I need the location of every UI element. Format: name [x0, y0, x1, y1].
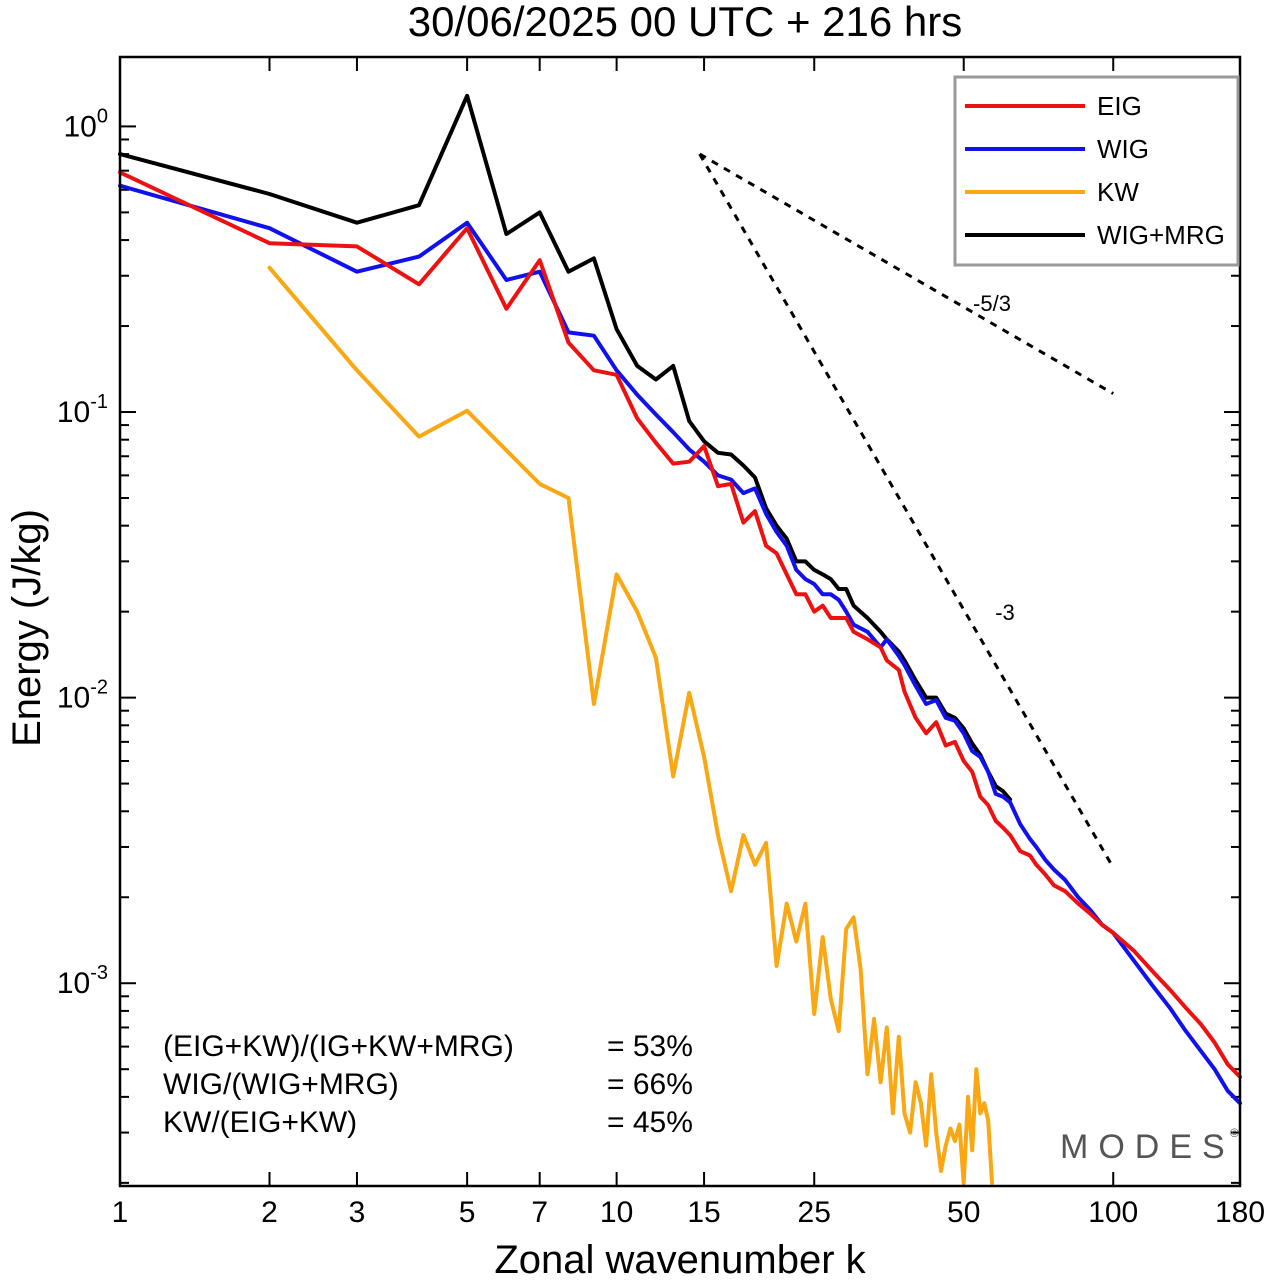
ratio-value: = 53%: [607, 1030, 693, 1063]
y-tick-labels: 100 10-1 10-2 10-3: [57, 105, 108, 1000]
reference-slopes: -5/3 -3: [698, 152, 1115, 869]
y-tick-label: 100: [64, 105, 109, 143]
watermark-text: MODES: [1060, 1128, 1235, 1166]
reference-slope-label: -5/3: [973, 291, 1011, 316]
legend-label: WIG: [1097, 134, 1149, 164]
reference-slope-line: [698, 152, 1114, 395]
x-tick-labels: 1 2 3 5 7 10 15 25 50 100 180: [112, 1196, 1265, 1229]
legend-label: EIG: [1097, 91, 1142, 121]
ratio-label: (EIG+KW)/(IG+KW+MRG): [163, 1030, 514, 1063]
legend-label: KW: [1097, 177, 1139, 207]
modes-watermark: MODES ©: [1060, 1126, 1239, 1166]
ratio-value: = 66%: [607, 1068, 693, 1101]
y-tick-label: 10-1: [57, 391, 108, 429]
axis-ticks: [119, 57, 1241, 1186]
series-line-wig: [118, 183, 1242, 1106]
ratio-label: WIG/(WIG+MRG): [163, 1068, 399, 1101]
legend-label: WIG+MRG: [1097, 220, 1225, 250]
ratio-label: KW/(EIG+KW): [163, 1106, 357, 1139]
series-line-eig: [118, 170, 1242, 1079]
x-tick-label: 50: [947, 1196, 980, 1229]
x-tick-label: 100: [1088, 1196, 1138, 1229]
x-tick-label: 2: [261, 1196, 278, 1229]
x-tick-label: 15: [687, 1196, 720, 1229]
copyright-mark: ©: [1230, 1126, 1239, 1140]
series-line-wig-mrg: [118, 93, 1013, 802]
series-layer: [118, 93, 1242, 1185]
x-tick-label: 5: [459, 1196, 476, 1229]
x-axis-label: Zonal wavenumber k: [494, 1238, 866, 1281]
x-tick-label: 10: [600, 1196, 633, 1229]
x-tick-label: 7: [531, 1196, 548, 1229]
chart-title: 30/06/2025 00 UTC + 216 hrs: [408, 0, 963, 45]
y-tick-label: 10-2: [57, 677, 108, 715]
x-tick-label: 1: [112, 1196, 129, 1229]
x-tick-label: 180: [1215, 1196, 1265, 1229]
y-axis-label: Energy (J/kg): [5, 509, 49, 747]
ratio-value: = 45%: [607, 1106, 693, 1139]
plot-frame: [118, 55, 1242, 1188]
ratio-annotations: (EIG+KW)/(IG+KW+MRG) = 53% WIG/(WIG+MRG) = …: [163, 1030, 693, 1139]
legend: EIG WIG KW WIG+MRG: [953, 75, 1240, 267]
reference-slope-label: -3: [995, 600, 1015, 625]
reference-slope-line: [698, 153, 1115, 869]
series-line-kw: [267, 265, 994, 1185]
x-tick-label: 25: [798, 1196, 831, 1229]
x-tick-label: 3: [349, 1196, 366, 1229]
y-tick-label: 10-3: [57, 962, 108, 1000]
